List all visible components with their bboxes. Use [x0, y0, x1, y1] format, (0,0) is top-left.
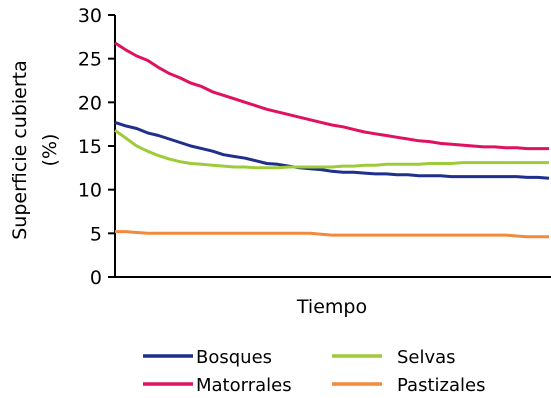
series-line-pastizales [115, 230, 549, 239]
x-axis-title: Tiempo [296, 296, 367, 318]
y-axis-title: Superficie cubierta (%) [9, 60, 61, 240]
plot-area: 0 5 10 15 20 25 30 [78, 5, 551, 289]
legend-item-pastizales: Pastizales [332, 375, 485, 396]
legend-item-matorrales: Matorrales [143, 375, 292, 396]
series-line-selvas [114, 129, 549, 170]
y-tick-label: 0 [90, 267, 102, 289]
legend-label: Pastizales [397, 375, 485, 396]
legend-label: Matorrales [196, 375, 292, 396]
y-tick-label: 20 [78, 92, 102, 114]
legend-item-bosques: Bosques [143, 347, 272, 368]
y-tick-label: 25 [78, 49, 102, 71]
y-tick-label: 5 [90, 223, 102, 245]
series-line-bosques [114, 120, 550, 180]
legend-label: Selvas [397, 347, 456, 368]
legend-item-selvas: Selvas [332, 347, 456, 368]
y-axis-title-line2: (%) [39, 134, 61, 167]
y-tick-label: 30 [78, 5, 102, 27]
legend-label: Bosques [196, 347, 272, 368]
series-line-matorrales [114, 41, 549, 151]
y-tick-label: 10 [78, 180, 102, 202]
y-axis-title-line1: Superficie cubierta [9, 60, 31, 240]
y-tick-label: 15 [78, 136, 102, 158]
legend: Bosques Selvas Matorrales Pastizales [143, 347, 485, 396]
